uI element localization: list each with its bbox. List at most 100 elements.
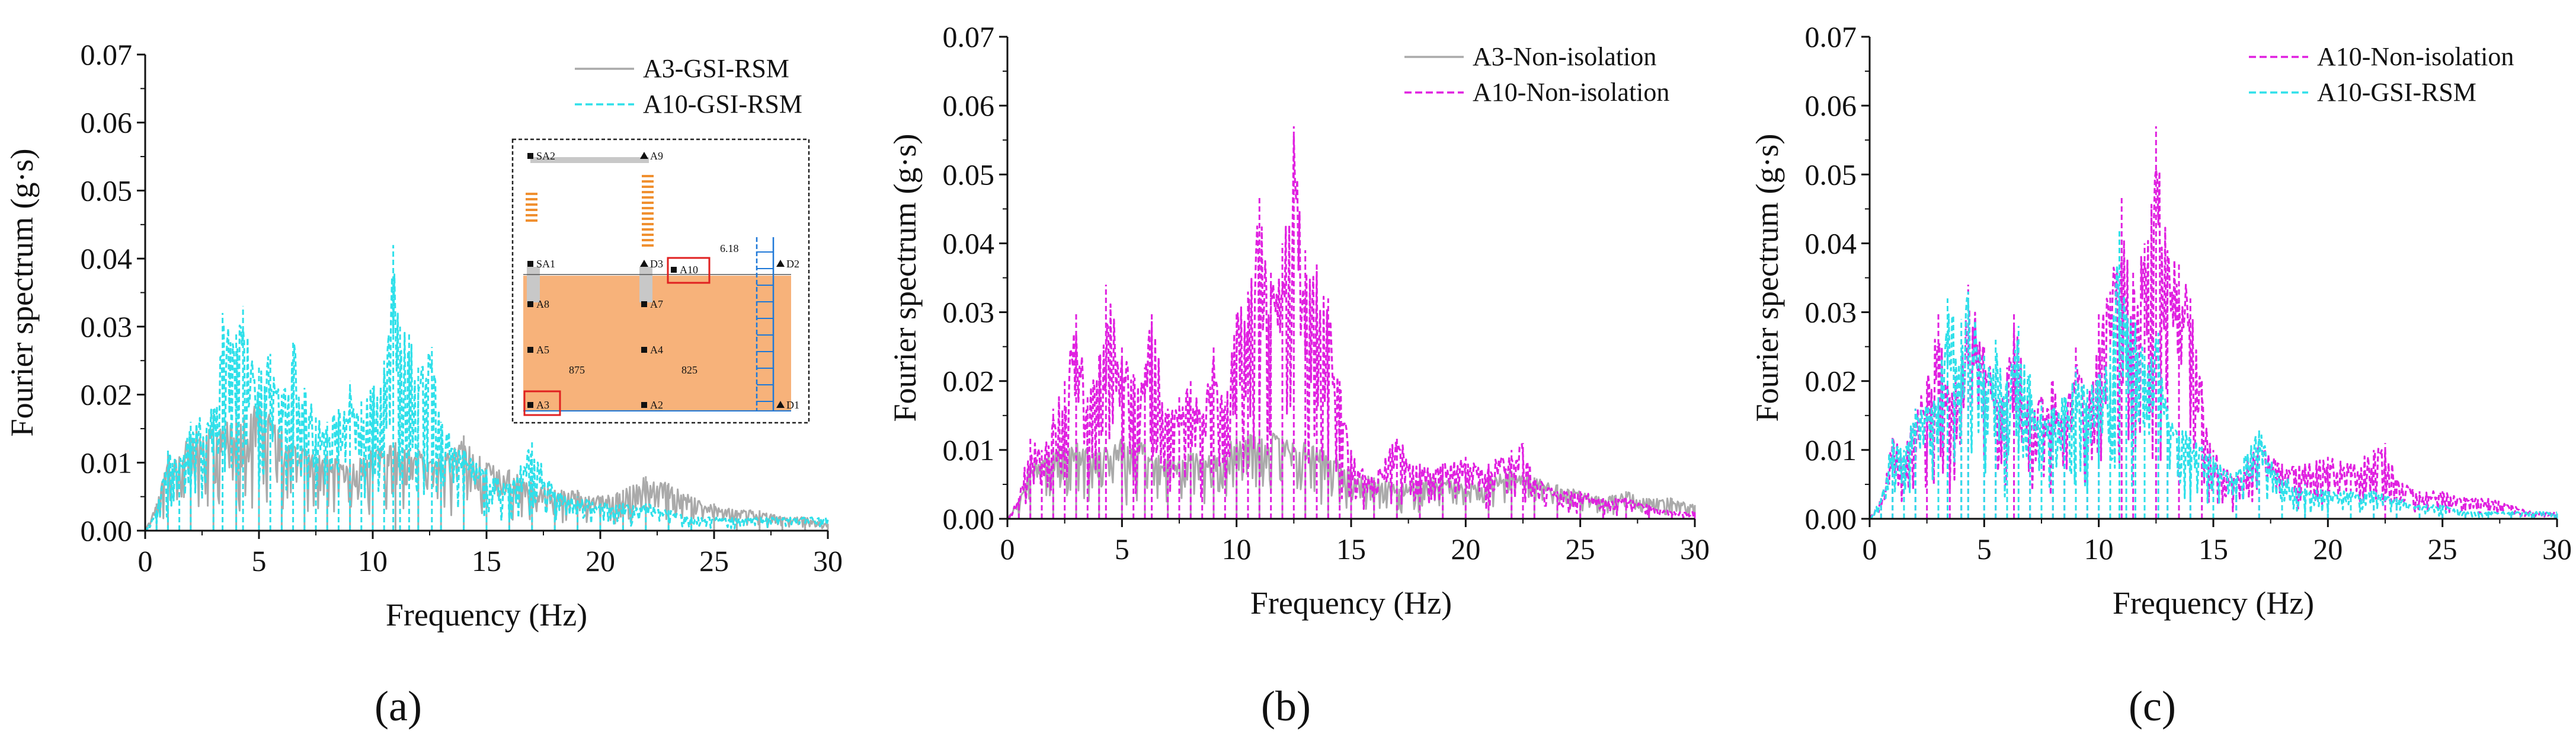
inset-sensor-marker [671,267,677,273]
inset-isolation-mark [642,212,654,215]
x-tick-label: 10 [358,544,388,577]
legend-label: A10-Non-isolation [2317,42,2514,71]
y-tick-label: 0.02 [81,378,133,411]
y-axis-label: Fourier spectrum (g·s) [887,134,923,422]
y-tick-label: 0.02 [1805,365,1857,398]
inset-sensor-label: D1 [786,399,799,411]
inset-highlight-a10 [667,257,711,284]
inset-column-left [527,267,540,302]
chart-panel-c: 0 5 10 15 20 25 30 0.00 0.01 0.02 0.03 0.04 0.05 0.06… [1749,20,2572,621]
inset-isolation-mark [642,175,654,177]
inset-isolation-mark [642,191,654,193]
y-tick-label: 0.05 [81,174,133,207]
x-tick-label: 0 [1863,532,1877,566]
inset-sensor-label: SA1 [536,258,555,270]
y-tick-label: 0.04 [943,226,995,260]
y-tick-label: 0.07 [1805,20,1857,53]
y-tick-label: 0.00 [1805,502,1857,535]
inset-isolation-mark [642,196,654,199]
inset-isolation-mark [642,239,654,241]
panel-label-a: (a) [375,682,422,730]
inset-isolation-mark [642,202,654,204]
inset-sensor-marker [641,347,647,353]
inset-sensor-label: D3 [650,258,663,270]
x-axis-label: Frequency (Hz) [386,597,587,633]
y-tick-label: 0.07 [81,38,133,71]
inset-roof-slab [530,157,649,163]
x-tick-label: 30 [813,544,843,577]
inset-sensor-marker [640,260,648,267]
panel-label-b: (b) [1261,682,1311,730]
x-tick-label: 25 [2428,532,2457,566]
inset-isolation-mark [526,203,537,206]
x-tick-label: 0 [138,544,153,577]
y-tick-label: 0.07 [943,20,995,53]
x-tick-label: 15 [1336,532,1366,566]
y-tick-label: 0.03 [1805,296,1857,329]
y-tick-label: 0.06 [81,106,133,139]
legend-label: A3-GSI-RSM [643,54,789,83]
inset-isolation-mark [642,207,654,209]
y-axis-label: Fourier spectrum (g·s) [1749,134,1785,422]
inset-isolation-mark [526,219,537,222]
x-tick-label: 5 [1977,532,1992,566]
y-tick-label: 0.00 [943,502,995,535]
x-tick-label: 5 [252,544,267,577]
x-tick-label: 30 [2542,532,2572,566]
inset-isolation-mark [526,209,537,211]
inset-soil-block [523,276,791,411]
x-tick-label: 10 [1222,532,1252,566]
inset-isolation-mark [526,214,537,216]
inset-sensor-label: SA2 [536,150,555,162]
x-axis-label: Frequency (Hz) [1250,585,1452,621]
y-tick-label: 0.03 [943,296,995,329]
x-tick-label: 30 [1680,532,1710,566]
inset-sensor-label: A10 [680,264,698,276]
chart-panel-a: 0 5 10 15 20 25 30 0.00 0.01 0.02 0.03 0.04 0.05 0.06… [4,38,843,633]
inset-sensor-marker [527,261,533,267]
y-tick-label: 0.05 [1805,158,1857,191]
inset-sensor-marker [527,347,533,353]
inset-sensor-label: A3 [536,399,549,411]
panel-label-c: (c) [2129,682,2176,730]
x-tick-label: 15 [472,544,501,577]
inset-highlight-a3 [523,390,561,416]
inset-isolation-mark [526,198,537,200]
inset-isolation-mark [642,228,654,231]
inset-isolation-mark [526,193,537,195]
inset-isolation-mark [642,218,654,220]
legend-label: A10-GSI-RSM [643,90,802,119]
x-tick-label: 0 [1000,532,1015,566]
y-tick-label: 0.05 [943,158,995,191]
y-tick-label: 0.04 [81,242,133,275]
inset-sensor-marker [527,301,533,307]
inset-sensor-label: A7 [650,298,663,310]
inset-sensor-label: A5 [536,344,549,356]
y-axis-label: Fourier spectrum (g·s) [4,149,40,437]
inset-sensor-marker [527,402,533,408]
y-tick-label: 0.06 [1805,89,1857,122]
inset-sensor-label: A2 [650,399,663,411]
y-tick-label: 0.01 [1805,433,1857,467]
inset-dimension-label: 875 [569,364,585,376]
legend-label: A10-GSI-RSM [2317,78,2476,107]
x-tick-label: 20 [585,544,615,577]
x-tick-label: 25 [699,544,729,577]
y-tick-label: 0.06 [943,89,995,122]
inset-sensor-label: D2 [786,258,799,270]
x-axis-label: Frequency (Hz) [2113,585,2314,621]
legend-label: A3-Non-isolation [1473,42,1656,71]
inset-dimension-label: 825 [681,364,697,376]
y-tick-label: 0.03 [81,310,133,343]
inset-sensor-label: A9 [650,150,663,162]
inset-sensor-marker [641,301,647,307]
inset-column-mid [639,267,652,302]
x-tick-label: 20 [2313,532,2343,566]
x-tick-label: 10 [2084,532,2114,566]
x-tick-label: 20 [1451,532,1480,566]
inset-isolation-mark [642,234,654,236]
inset-sensor-marker [641,402,647,408]
inset-isolation-mark [642,223,654,225]
y-tick-label: 0.02 [943,365,995,398]
